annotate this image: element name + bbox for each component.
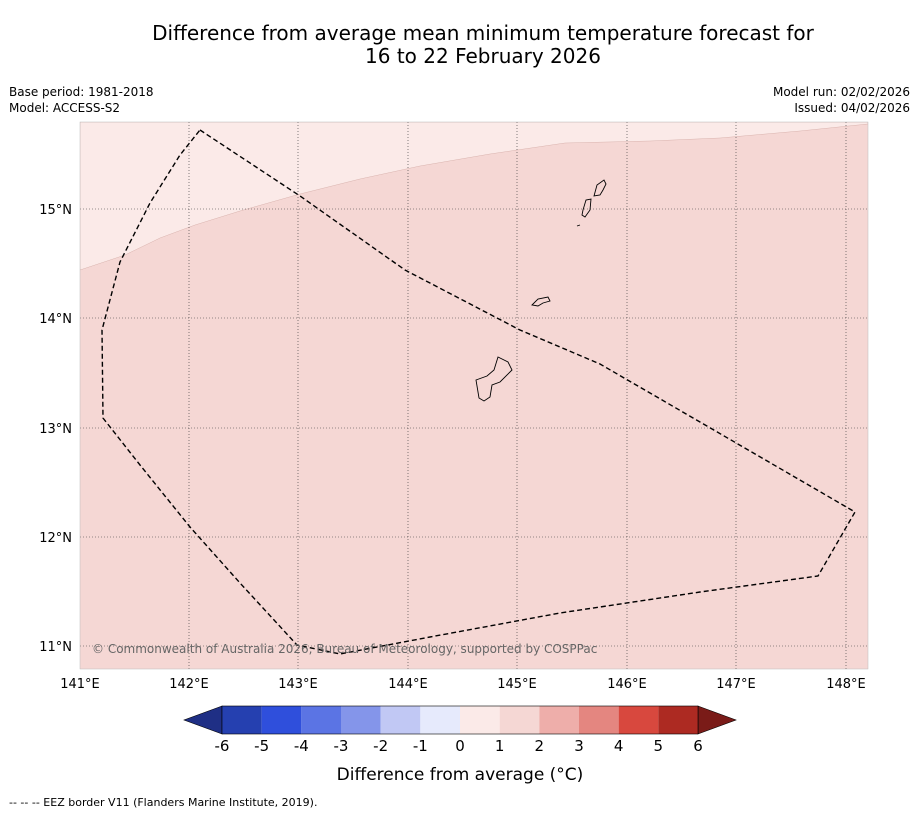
- lon-label: 148°E: [826, 677, 866, 692]
- colorbar-swatch: [261, 706, 302, 734]
- colorbar-tick-label: 1: [495, 737, 505, 755]
- footer-note: -- -- -- EEZ border V11 (Flanders Marine…: [9, 796, 318, 809]
- chart-title-line1: Difference from average mean minimum tem…: [152, 21, 814, 45]
- island-tinian: [581, 198, 592, 218]
- meta-left: Base period: 1981-2018 Model: ACCESS-S2: [9, 84, 154, 116]
- colorbar-swatch: [301, 706, 341, 734]
- model-run: Model run: 02/02/2026: [772, 85, 910, 99]
- model-name: Model: ACCESS-S2: [9, 101, 121, 115]
- lon-label: 141°E: [60, 677, 100, 692]
- lon-label: 142°E: [169, 677, 209, 692]
- colorbar-tick-label: 5: [654, 737, 664, 755]
- colorbar-frame: [221, 705, 699, 735]
- lat-label: 12°N: [39, 531, 72, 546]
- colorbar-title: Difference from average (°C): [337, 765, 584, 785]
- colorbar-swatch: [658, 706, 698, 734]
- eez-border: [101, 129, 856, 655]
- islands: [475, 179, 607, 402]
- map-figure: © Commonwealth of Australia 2026, Bureau…: [39, 121, 869, 785]
- colorbar-tick-label: 4: [614, 737, 624, 755]
- colorbar-tick-label: -4: [294, 737, 309, 755]
- colorbar-swatch: [341, 706, 381, 734]
- colorbar-swatch: [380, 706, 421, 734]
- colorbar-tick-label: -6: [215, 737, 230, 755]
- lon-label: 144°E: [388, 677, 428, 692]
- island-saipan: [593, 179, 607, 197]
- colorbar-swatch: [460, 706, 500, 734]
- colorbar-tick-label: 6: [693, 737, 703, 755]
- lon-label: 146°E: [607, 677, 647, 692]
- lat-label: 11°N: [39, 640, 72, 655]
- lat-label: 13°N: [39, 422, 72, 437]
- lat-labels: 15°N 14°N 13°N 12°N 11°N: [39, 203, 72, 655]
- copyright-text: © Commonwealth of Australia 2026, Bureau…: [92, 642, 597, 656]
- island-aguijan: [576, 224, 581, 227]
- lat-label: 15°N: [39, 203, 72, 218]
- island-guam: [475, 356, 513, 402]
- colorbar-swatch: [222, 706, 262, 734]
- chart-title: Difference from average mean minimum tem…: [0, 22, 919, 68]
- colorbar-over-arrow: [697, 705, 737, 735]
- island-rota: [531, 296, 551, 307]
- lon-label: 145°E: [497, 677, 537, 692]
- gridlines: [80, 122, 868, 669]
- colorbar-tick-label: 0: [455, 737, 465, 755]
- lat-label: 14°N: [39, 312, 72, 327]
- anomaly-zone-0-1: [80, 122, 868, 271]
- issued-date: Issued: 04/02/2026: [794, 101, 910, 115]
- meta-right: Model run: 02/02/2026 Issued: 04/02/2026: [773, 84, 910, 116]
- base-period: Base period: 1981-2018: [9, 85, 154, 99]
- colorbar-swatch: [499, 706, 540, 734]
- colorbar-swatch: [579, 706, 619, 734]
- colorbar-tick-label: 2: [535, 737, 545, 755]
- colorbar-under-arrow: [183, 705, 223, 735]
- chart-title-line2: 16 to 22 February 2026: [365, 44, 601, 68]
- lon-labels: 141°E 142°E 143°E 144°E 145°E 146°E 147°…: [60, 677, 866, 692]
- colorbar-tick-label: -1: [413, 737, 428, 755]
- colorbar-swatch: [618, 706, 659, 734]
- colorbar-tick-label: 3: [574, 737, 584, 755]
- lon-label: 143°E: [278, 677, 318, 692]
- colorbar-tick-label: -3: [334, 737, 349, 755]
- lon-label: 147°E: [716, 677, 756, 692]
- colorbar: -6 -5 -4 -3 -2 -1 0 1 2 3 4 5 6: [183, 705, 737, 755]
- colorbar-tick-label: -2: [373, 737, 388, 755]
- colorbar-tick-label: -5: [254, 737, 269, 755]
- colorbar-swatch: [420, 706, 460, 734]
- colorbar-swatch: [539, 706, 579, 734]
